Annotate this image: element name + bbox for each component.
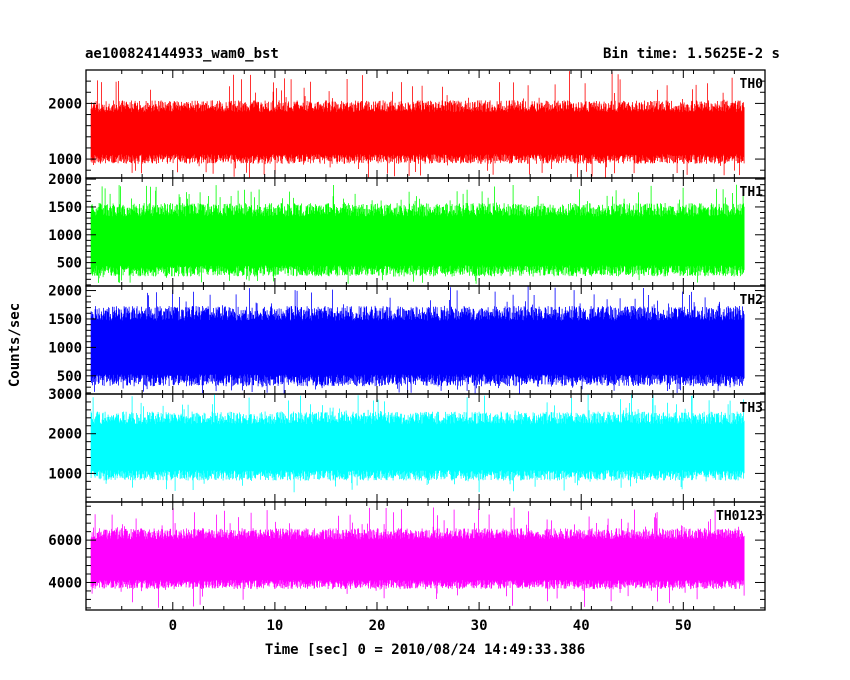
y-tick-label: 3000 <box>48 387 82 403</box>
panel-th2: 500 1000 1500 2000 TH2 <box>48 284 766 395</box>
x-tick-label: 10 <box>266 618 283 634</box>
panel-th3: 1000 2000 3000 TH3 <box>48 387 766 503</box>
y-tick-label: 6000 <box>48 533 82 549</box>
chart-title-right: Bin time: 1.5625E-2 s <box>603 46 780 62</box>
y-tick-label: 1500 <box>48 200 82 216</box>
x-tick-label: 0 <box>169 618 177 634</box>
panel-label-th2: TH2 <box>740 293 763 308</box>
y-tick-label: 4000 <box>48 575 82 591</box>
y-tick-label: 2000 <box>48 172 82 188</box>
x-tick-label: 20 <box>369 618 386 634</box>
y-tick-label: 500 <box>57 256 82 272</box>
y-tick-label: 1000 <box>48 340 82 356</box>
y-tick-label: 1500 <box>48 312 82 328</box>
panel-th0: 1000 2000 TH0 <box>48 69 766 179</box>
panel-label-th1: TH1 <box>740 185 764 200</box>
series-th0123-line <box>90 507 745 608</box>
y-tick-label: 1000 <box>48 152 82 168</box>
panel-th0123: 4000 6000 TH0123 <box>48 501 766 611</box>
x-axis: 0 10 20 30 40 50 <box>169 618 692 634</box>
y-tick-label: 1000 <box>48 466 82 482</box>
panel-label-th3: TH3 <box>740 401 763 416</box>
x-tick-label: 30 <box>471 618 488 634</box>
panels-group: 1000 2000 TH0 500 1000 1500 2000 TH1 500 1000 1500… <box>48 69 766 611</box>
y-axis-title: Counts/sec <box>7 303 23 387</box>
series-th3-line <box>90 394 745 493</box>
x-axis-title: Time [sec] 0 = 2010/08/24 14:49:33.386 <box>265 642 585 658</box>
y-tick-label: 500 <box>57 369 82 385</box>
y-tick-label: 2000 <box>48 96 82 112</box>
y-tick-label: 2000 <box>48 284 82 300</box>
x-tick-label: 40 <box>573 618 590 634</box>
series-th0-line <box>90 71 745 178</box>
x-tick-label: 50 <box>675 618 692 634</box>
series-th2-line <box>90 286 745 394</box>
panel-th1: 500 1000 1500 2000 TH1 <box>48 172 766 287</box>
y-tick-label: 2000 <box>48 427 82 443</box>
y-tick-label: 1000 <box>48 228 82 244</box>
panel-label-th0: TH0 <box>740 77 764 92</box>
chart-title-left: ae100824144933_wam0_bst <box>85 46 279 62</box>
panel-label-th0123: TH0123 <box>716 509 763 524</box>
series-th1-line <box>90 184 745 284</box>
panel-frame <box>85 501 766 611</box>
